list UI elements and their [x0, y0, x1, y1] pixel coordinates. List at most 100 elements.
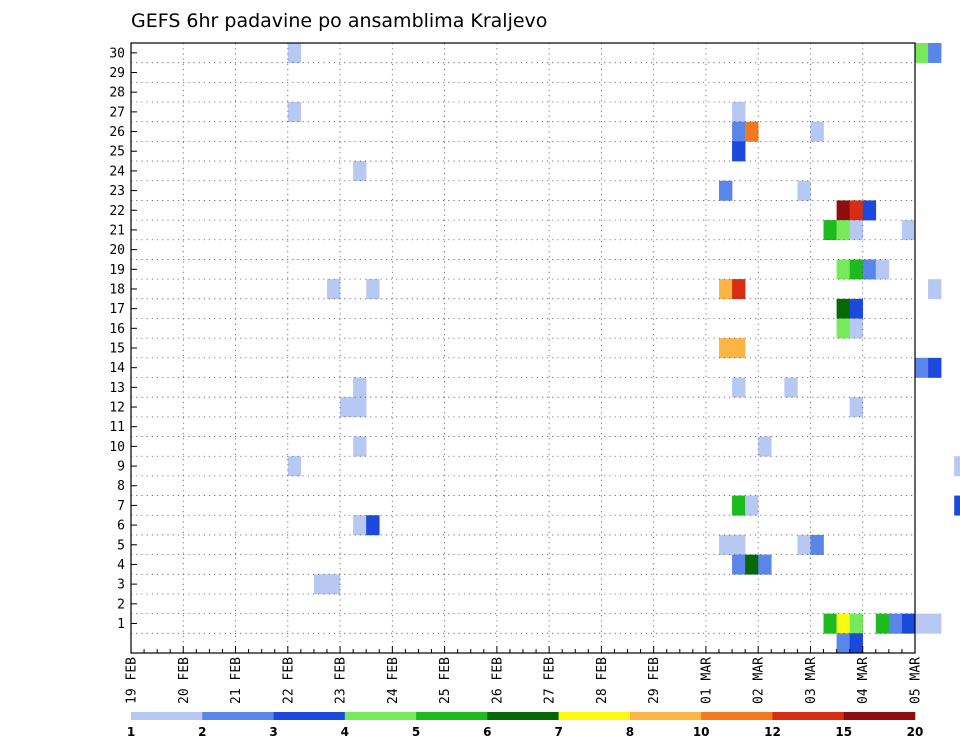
data-cell — [287, 102, 302, 123]
x-tick-label: 04 MAR — [856, 657, 871, 704]
x-tick-label: 05 MAR — [909, 657, 924, 704]
data-cell — [732, 141, 746, 162]
data-cell — [758, 554, 772, 575]
colorbar-tick-label: 1 — [127, 725, 135, 739]
data-cell — [836, 613, 850, 634]
colorbar-tick-label: 2 — [198, 725, 206, 739]
y-tick-label: 16 — [109, 322, 125, 337]
data-cell — [810, 121, 824, 142]
data-cell — [928, 357, 942, 378]
data-cell — [928, 43, 942, 63]
colorbar-tick-label: 10 — [693, 725, 710, 739]
data-cell — [901, 220, 916, 241]
data-cell — [849, 613, 864, 634]
x-tick-label: 25 FEB — [438, 657, 453, 704]
data-cell — [797, 180, 811, 201]
data-cell — [732, 554, 746, 575]
data-cell — [849, 318, 864, 339]
data-cell — [797, 534, 811, 555]
y-tick-label: 24 — [109, 164, 125, 179]
data-cell — [849, 220, 864, 241]
y-tick-label: 29 — [109, 66, 125, 81]
y-tick-label: 2 — [117, 597, 125, 612]
colorbar-swatch — [487, 712, 559, 720]
data-cell — [849, 633, 864, 654]
data-cell — [353, 377, 367, 398]
data-cell — [928, 613, 942, 634]
x-tick-label: 27 FEB — [543, 657, 558, 704]
data-cell — [836, 298, 850, 319]
data-cell — [327, 574, 341, 595]
y-tick-label: 11 — [109, 420, 125, 435]
data-cell — [719, 279, 733, 300]
y-tick-label: 10 — [109, 440, 125, 455]
data-cell — [836, 220, 850, 241]
y-tick-label: 13 — [109, 381, 125, 396]
cells-layer — [287, 43, 960, 654]
plot-frame — [130, 42, 916, 654]
y-tick-label: 7 — [117, 499, 125, 514]
data-cell — [719, 180, 733, 201]
colorbar: 1 2 3 4 5 6 7 8 10 12 15 20 — [127, 712, 924, 739]
x-tick-label: 03 MAR — [804, 657, 819, 704]
x-tick-label: 02 MAR — [752, 657, 767, 704]
data-cell — [745, 121, 759, 142]
colorbar-tick-label: 20 — [907, 725, 924, 739]
data-cell — [719, 534, 733, 555]
data-cell — [810, 534, 824, 555]
data-cell — [366, 515, 380, 536]
colorbar-swatch — [344, 712, 417, 720]
data-cell — [915, 613, 929, 634]
y-tick-label: 20 — [109, 243, 125, 258]
y-tick-label: 8 — [117, 479, 125, 494]
colorbar-tick-label: 15 — [835, 725, 852, 739]
data-cell — [849, 397, 864, 418]
x-tick-label: 26 FEB — [490, 657, 505, 704]
data-cell — [836, 259, 850, 280]
data-cell — [758, 436, 772, 457]
data-cell — [928, 279, 942, 300]
colorbar-tick-label: 7 — [554, 725, 562, 739]
data-cell — [719, 338, 733, 359]
x-tick-label: 01 MAR — [699, 657, 714, 704]
data-cell — [732, 121, 746, 142]
colorbar-tick-label: 3 — [269, 725, 277, 739]
data-cell — [836, 633, 850, 654]
colorbar-swatch — [701, 712, 773, 720]
data-cell — [862, 259, 877, 280]
y-tick-label: 18 — [109, 282, 125, 297]
data-cell — [732, 102, 746, 123]
data-cell — [875, 613, 890, 634]
x-tick-label: 22 FEB — [281, 657, 296, 704]
data-cell — [823, 220, 837, 241]
y-tick-label: 14 — [109, 361, 125, 376]
data-cell — [327, 279, 341, 300]
colorbar-swatch — [843, 712, 916, 720]
data-cell — [836, 200, 850, 221]
data-cell — [745, 554, 759, 575]
data-cell — [836, 318, 850, 339]
y-tick-label: 12 — [109, 401, 125, 416]
y-tick-label: 28 — [109, 86, 125, 101]
y-tick-label: 21 — [109, 223, 125, 238]
colorbar-tick-label: 4 — [341, 725, 349, 739]
y-tick-label: 15 — [109, 342, 125, 357]
data-cell — [849, 298, 864, 319]
data-cell — [340, 397, 354, 418]
data-cell — [732, 495, 746, 516]
y-tick-label: 3 — [117, 578, 125, 593]
x-tick-label: 29 FEB — [647, 657, 662, 704]
x-axis: 19 FEB 20 FEB 21 FEB 22 FEB 23 FEB 24 FEB 25 F… — [125, 646, 924, 704]
colorbar-tick-label: 5 — [412, 725, 420, 739]
colorbar-tick-label: 6 — [483, 725, 491, 739]
data-cell — [732, 534, 746, 555]
x-tick-label: 28 FEB — [595, 657, 610, 704]
y-tick-label: 25 — [109, 145, 125, 160]
y-tick-label: 4 — [117, 558, 125, 573]
data-cell — [784, 377, 798, 398]
chart-title: GEFS 6hr padavine po ansamblima Kraljevo — [131, 10, 547, 32]
data-cell — [732, 279, 746, 300]
colorbar-tick-label: 12 — [764, 725, 781, 739]
x-tick-label: 21 FEB — [229, 657, 244, 704]
